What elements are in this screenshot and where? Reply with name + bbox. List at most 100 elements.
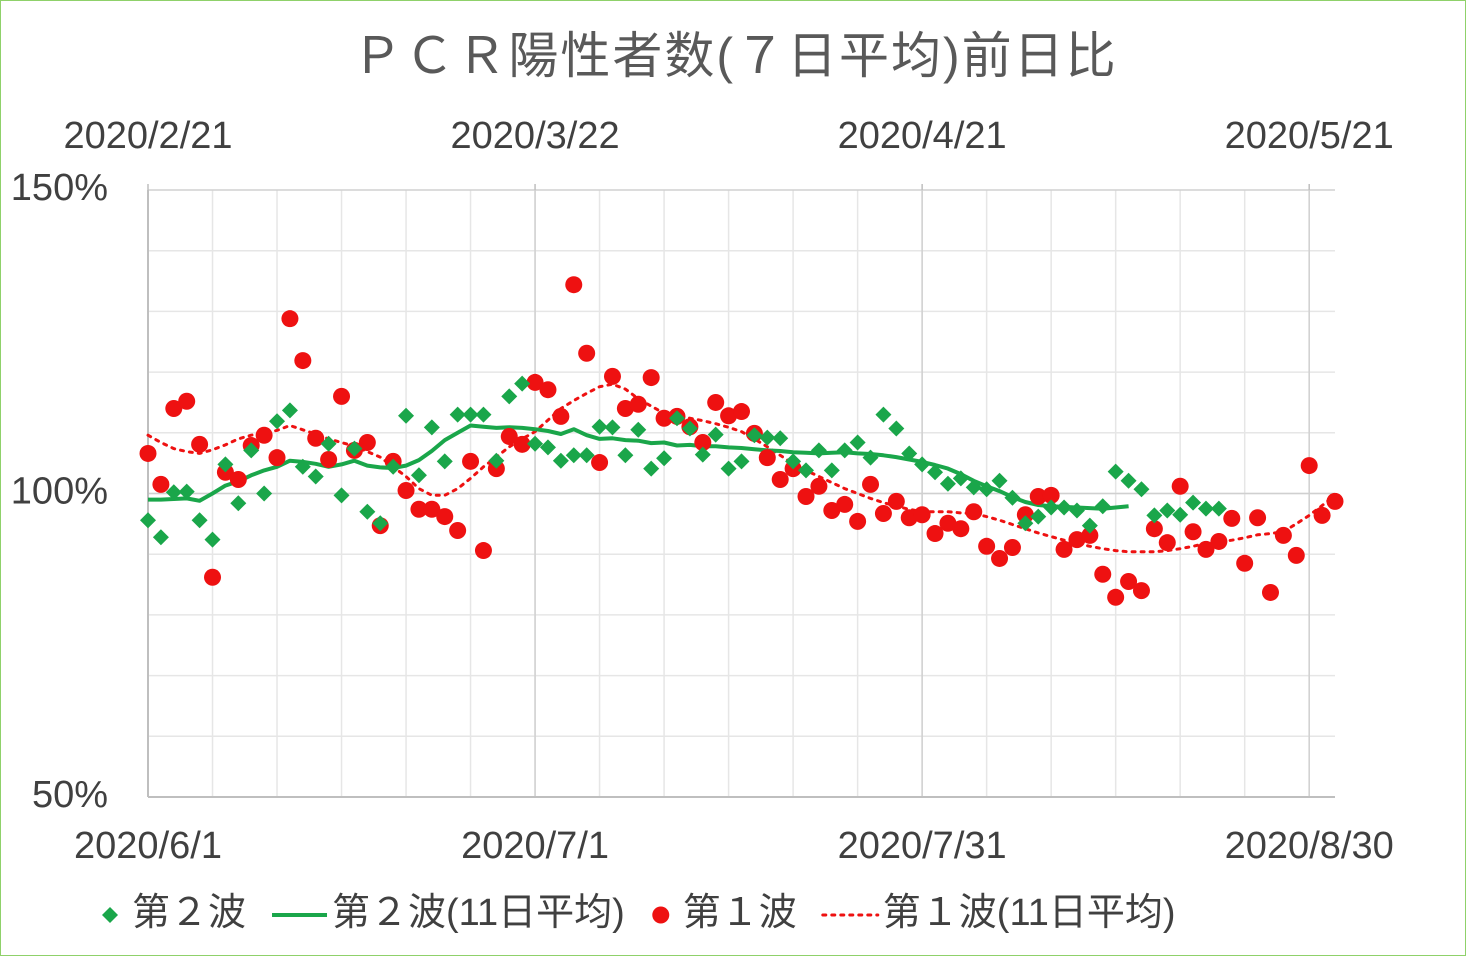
data-point xyxy=(694,446,711,463)
data-point xyxy=(642,369,660,387)
data-point xyxy=(978,481,995,498)
data-point xyxy=(1030,508,1047,525)
data-point xyxy=(733,403,750,421)
data-point xyxy=(1145,520,1163,538)
data-point xyxy=(810,442,827,459)
data-point xyxy=(178,392,196,410)
data-point xyxy=(887,492,905,510)
data-point xyxy=(333,487,350,504)
data-point xyxy=(333,387,351,405)
data-point xyxy=(1171,477,1189,495)
legend-label: 第２波 xyxy=(132,892,246,934)
data-point xyxy=(139,444,157,462)
data-point xyxy=(152,529,169,546)
data-point xyxy=(462,452,480,470)
x2-tick-label: 2020/4/21 xyxy=(838,115,1007,157)
data-point xyxy=(152,475,170,493)
data-line xyxy=(146,382,1337,554)
data-point xyxy=(346,440,363,457)
data-point xyxy=(204,568,222,586)
data-point xyxy=(1068,531,1086,549)
data-point xyxy=(1004,489,1021,506)
data-point xyxy=(733,453,750,470)
data-point xyxy=(539,439,556,456)
data-point xyxy=(281,310,299,328)
data-point xyxy=(965,479,982,496)
data-point xyxy=(900,509,918,527)
data-point xyxy=(797,488,815,506)
data-point xyxy=(1132,582,1150,600)
data-point xyxy=(668,410,685,427)
data-point xyxy=(1249,509,1267,527)
data-point xyxy=(681,420,698,437)
data-point xyxy=(294,352,312,370)
data-point xyxy=(707,426,724,443)
x-tick-label: 2020/7/1 xyxy=(461,825,609,867)
data-point xyxy=(320,435,337,452)
data-point xyxy=(874,505,892,523)
data-point xyxy=(1197,500,1214,517)
data-point xyxy=(913,506,931,524)
data-point xyxy=(398,407,415,424)
data-point xyxy=(1300,457,1318,475)
data-point xyxy=(191,512,208,529)
data-point xyxy=(474,542,492,560)
data-point xyxy=(410,467,427,484)
data-point xyxy=(436,508,454,526)
data-point xyxy=(939,475,956,492)
data-point xyxy=(165,484,182,501)
data-point xyxy=(256,485,273,502)
data-point xyxy=(629,395,647,413)
data-point xyxy=(772,430,789,447)
data-point xyxy=(307,429,325,447)
data-point xyxy=(1197,540,1215,558)
data-point xyxy=(758,449,776,467)
data-point xyxy=(501,388,518,405)
data-point xyxy=(359,503,376,520)
data-point xyxy=(526,373,544,391)
data-point xyxy=(862,449,879,466)
data-point xyxy=(1081,517,1098,534)
data-point xyxy=(862,475,880,493)
data-point xyxy=(746,427,763,444)
data-point xyxy=(268,449,286,467)
data-point xyxy=(1120,573,1138,591)
data-point xyxy=(965,503,983,521)
data-point xyxy=(281,402,298,419)
data-point xyxy=(552,407,570,425)
data-point xyxy=(1236,554,1254,572)
data-point xyxy=(229,471,247,489)
data-point xyxy=(1184,523,1202,541)
data-point xyxy=(1210,500,1227,517)
data-point xyxy=(1042,486,1060,504)
data-point xyxy=(1210,532,1228,550)
data-point xyxy=(500,427,518,445)
data-point xyxy=(1094,498,1111,515)
data-point xyxy=(1003,539,1021,557)
data-point xyxy=(1274,526,1292,544)
data-point xyxy=(1158,534,1176,552)
legend-marker xyxy=(102,907,118,923)
data-point xyxy=(578,447,595,464)
data-point xyxy=(1287,546,1305,564)
data-point xyxy=(552,452,569,469)
data-point xyxy=(655,409,673,427)
data-point xyxy=(358,434,376,452)
y-tick-label: 50% xyxy=(32,774,108,816)
data-point xyxy=(191,435,209,453)
data-point xyxy=(810,477,828,495)
data-point xyxy=(1043,499,1060,516)
data-point xyxy=(527,435,544,452)
data-point xyxy=(1146,507,1163,524)
data-point xyxy=(823,462,840,479)
data-point xyxy=(230,495,247,512)
data-point xyxy=(823,501,841,519)
data-point xyxy=(1055,540,1073,558)
x-tick-label: 2020/8/30 xyxy=(1225,825,1394,867)
data-point xyxy=(488,452,505,469)
data-point xyxy=(939,514,957,532)
data-point xyxy=(307,468,324,485)
data-point xyxy=(1223,509,1241,527)
data-point xyxy=(514,375,531,392)
data-point xyxy=(901,445,918,462)
